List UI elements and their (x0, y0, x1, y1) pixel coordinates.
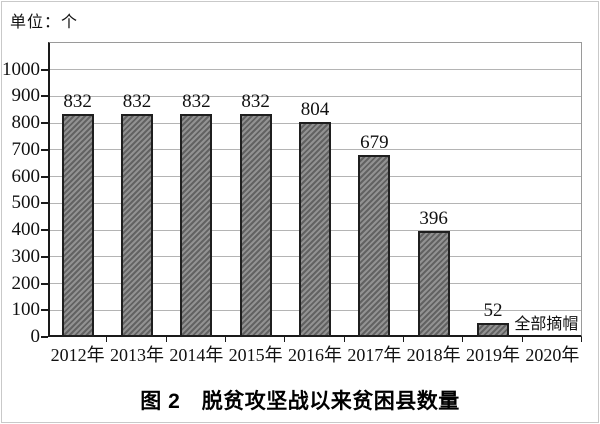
x-axis-label: 2019年 (465, 345, 520, 365)
gridline (50, 95, 581, 97)
bar-value-label: 52 (483, 300, 503, 321)
bar (61, 114, 94, 337)
y-axis-label: 300 (11, 245, 41, 267)
x-axis-tick (165, 337, 167, 342)
bar-value-label: 832 (122, 91, 152, 112)
y-axis-tick (41, 175, 48, 178)
y-axis-label: 0 (30, 326, 41, 347)
x-axis-label: 2014年 (169, 345, 224, 365)
x-axis-tick (343, 337, 345, 342)
y-axis-label: 700 (11, 138, 41, 160)
bar (358, 155, 391, 337)
bar-value-label: 832 (63, 91, 92, 112)
x-axis-label: 2018年 (406, 345, 461, 365)
y-axis-label: 600 (11, 165, 41, 187)
y-axis-tick (41, 282, 48, 285)
y-axis-tick (41, 255, 48, 258)
y-axis-tick (41, 229, 48, 231)
y-axis-label: 200 (11, 272, 41, 294)
y-axis-tick (41, 68, 48, 71)
annotation-label: 全部摘帽 (514, 316, 579, 333)
y-axis-label: 1000 (2, 58, 40, 80)
figure-caption: 图 2 脱贫攻坚战以来贫困县数量 (140, 390, 460, 413)
x-axis-tick (521, 337, 523, 342)
x-axis-label: 2016年 (287, 345, 342, 365)
bar-value-label: 679 (360, 132, 389, 153)
y-axis-label: 400 (11, 219, 41, 240)
y-axis-tick (41, 95, 48, 98)
x-axis-label: 2015年 (228, 345, 283, 365)
bar (239, 114, 272, 337)
x-axis-tick (225, 337, 226, 342)
y-axis-label: 800 (11, 112, 41, 133)
bar-value-label: 396 (419, 208, 448, 229)
y-axis-tick (41, 148, 48, 151)
gridline (50, 69, 581, 70)
x-axis-tick (581, 337, 582, 342)
x-axis-label: 2012年 (50, 345, 105, 365)
y-axis-tick (41, 122, 48, 124)
x-axis-tick (403, 337, 404, 342)
y-axis-label: 500 (11, 192, 41, 214)
y-axis-tick (41, 309, 48, 312)
x-axis-tick (462, 337, 464, 342)
y-axis-label: 900 (11, 85, 41, 107)
y-axis-tick (41, 336, 48, 338)
y-axis-tick (41, 202, 48, 205)
bar-value-label: 804 (300, 99, 330, 120)
bar-value-label: 832 (241, 91, 270, 112)
bar-value-label: 832 (182, 91, 211, 112)
bar (299, 122, 331, 337)
x-axis-label: 2020年 (525, 345, 580, 365)
x-axis-label: 2017年 (347, 345, 402, 365)
bar (477, 323, 509, 337)
x-axis-tick (106, 337, 108, 342)
x-axis-label: 2013年 (109, 345, 164, 365)
bar (180, 114, 213, 337)
bar (121, 114, 153, 337)
x-axis-tick (284, 337, 286, 342)
unit-label: 单位：个 (10, 14, 79, 31)
bar (417, 231, 450, 337)
y-axis-label: 100 (11, 299, 41, 321)
